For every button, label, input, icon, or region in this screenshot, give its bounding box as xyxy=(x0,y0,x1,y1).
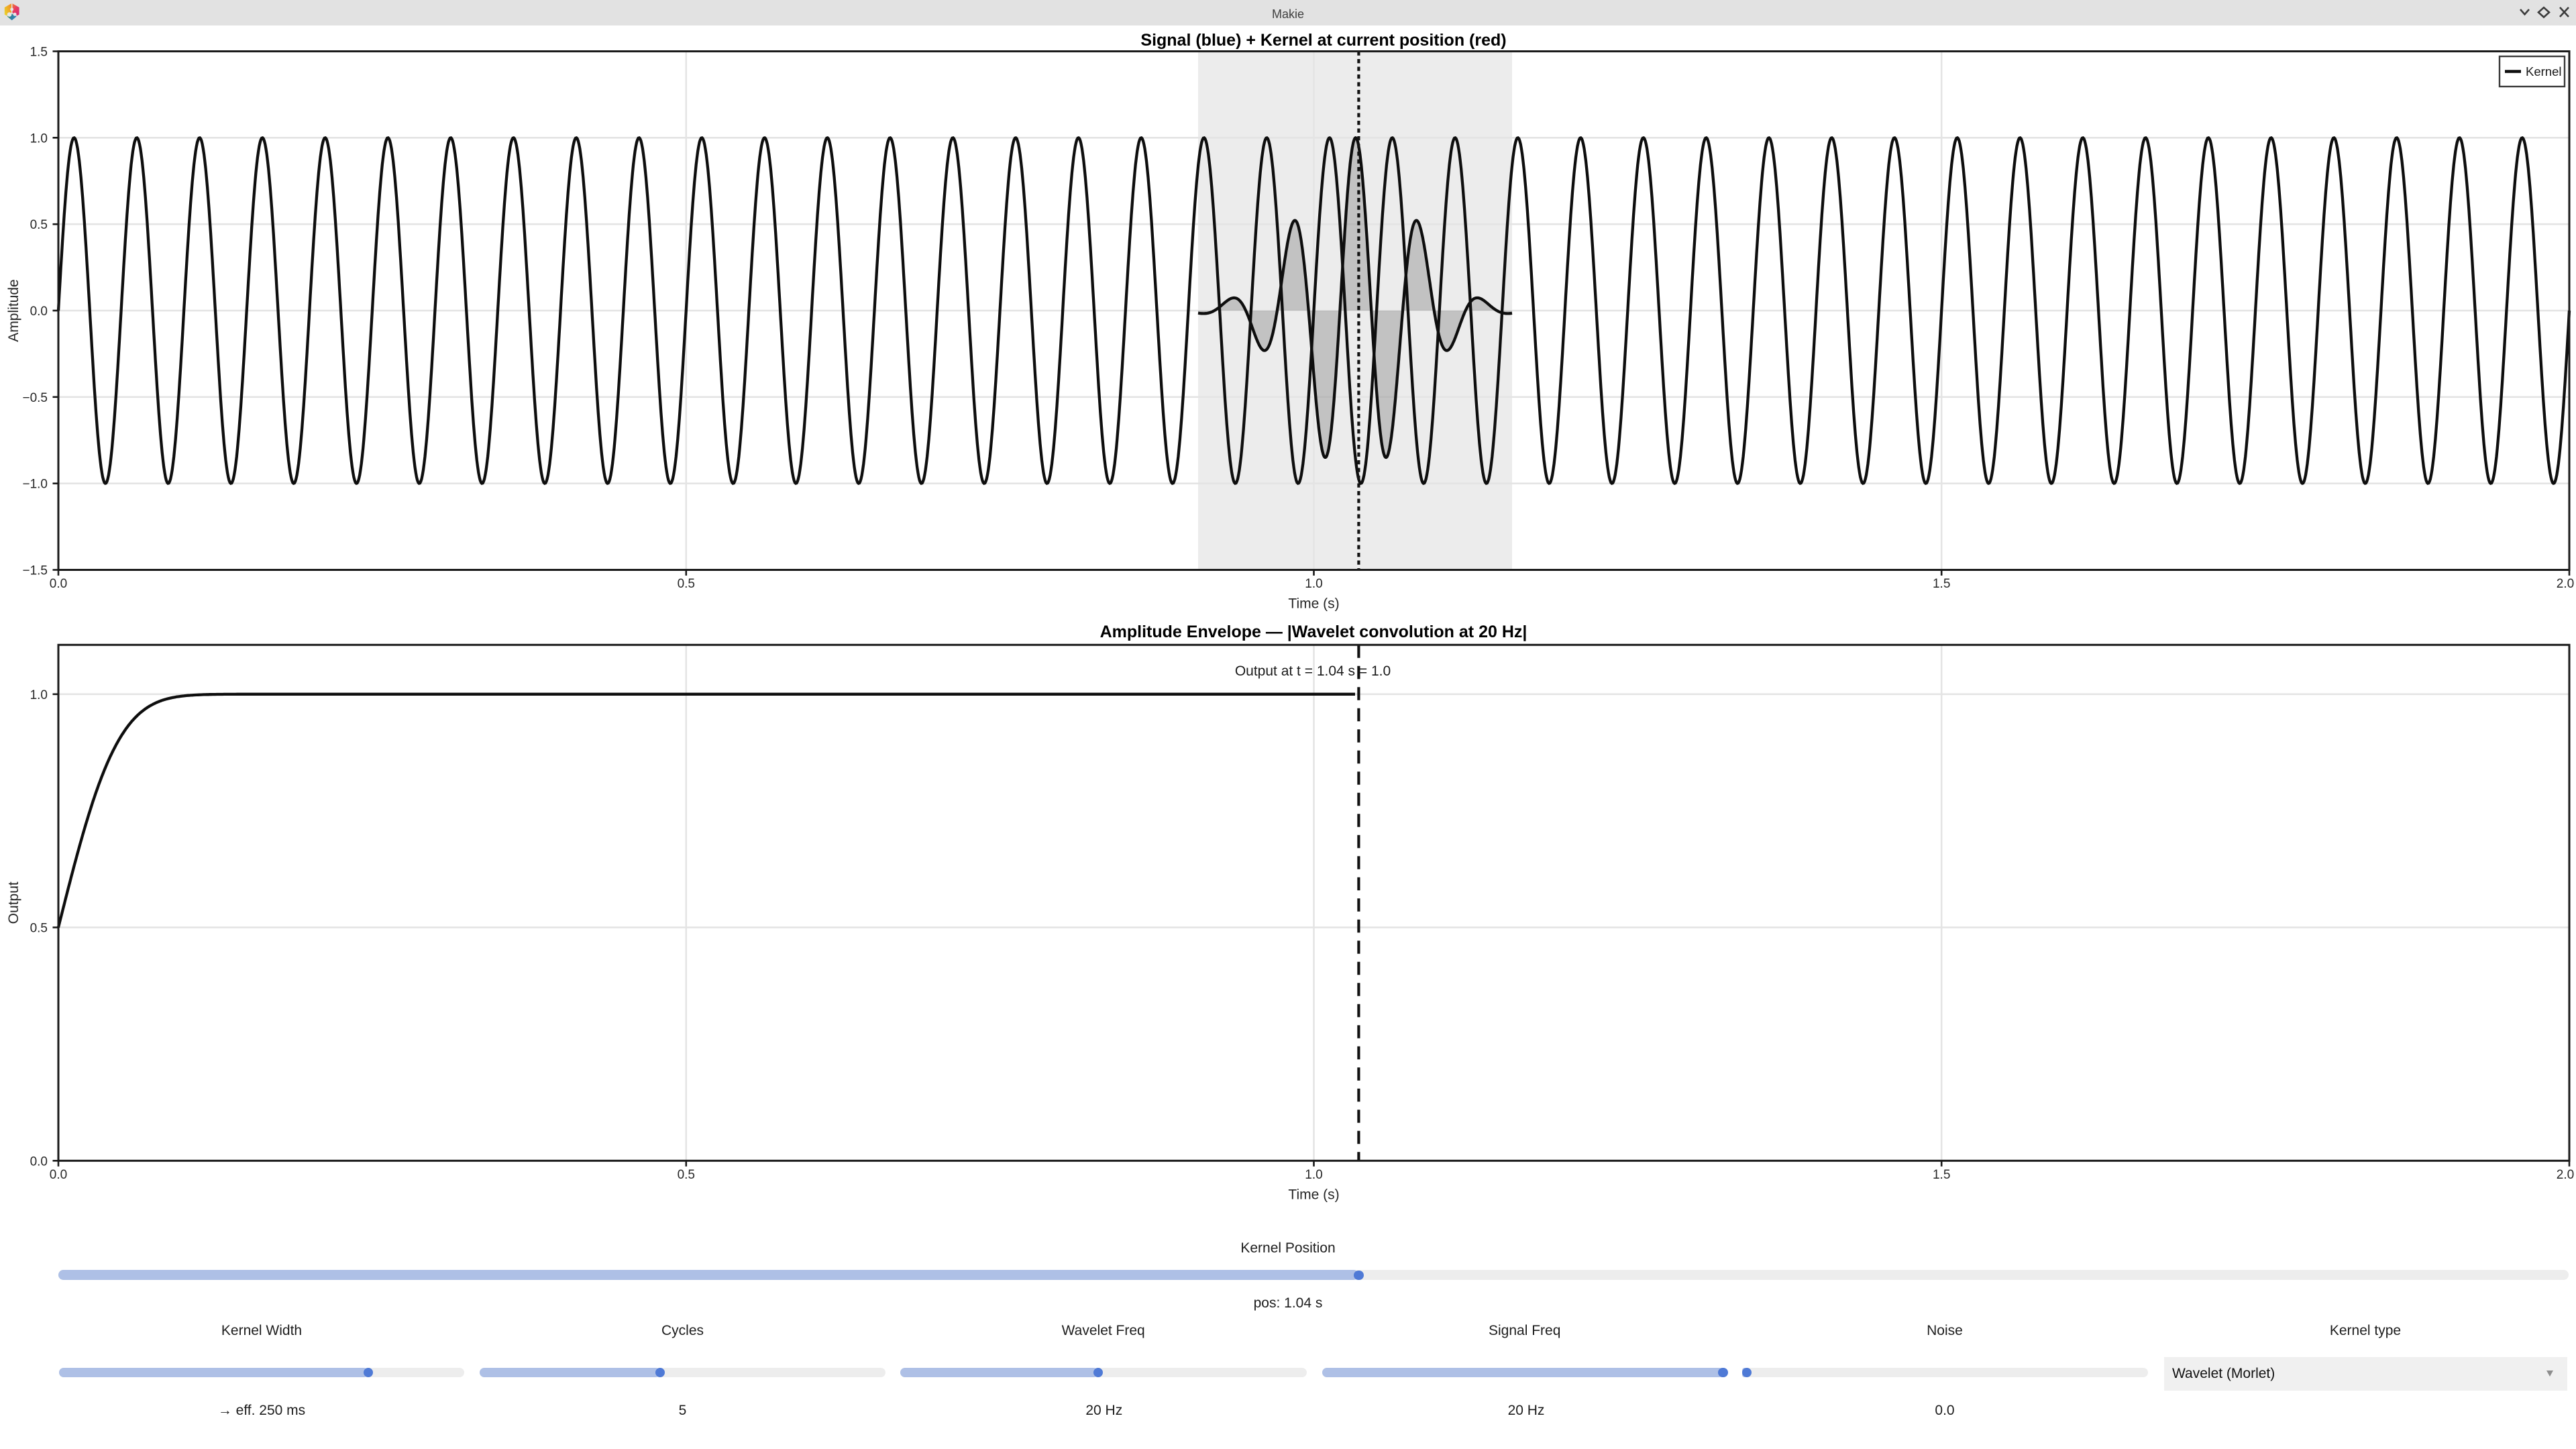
svg-text:Amplitude Envelope — |Wavelet: Amplitude Envelope — |Wavelet convolutio… xyxy=(1100,623,1527,641)
svg-text:Kernel: Kernel xyxy=(2526,64,2561,78)
svg-text:2.0: 2.0 xyxy=(2557,1168,2574,1182)
svg-text:1.0: 1.0 xyxy=(30,131,48,146)
svg-text:−1.0: −1.0 xyxy=(22,478,48,492)
svg-text:−0.5: −0.5 xyxy=(22,391,48,405)
svg-text:Time (s): Time (s) xyxy=(1288,1187,1339,1202)
svg-text:2.0: 2.0 xyxy=(2557,577,2574,591)
svg-text:Output: Output xyxy=(6,881,21,924)
svg-text:1.0: 1.0 xyxy=(30,688,48,702)
svg-text:0.5: 0.5 xyxy=(30,218,48,232)
svg-text:1.5: 1.5 xyxy=(1933,1168,1950,1182)
svg-text:Time (s): Time (s) xyxy=(1288,596,1339,612)
svg-text:Amplitude: Amplitude xyxy=(6,279,21,341)
svg-text:0.5: 0.5 xyxy=(30,922,48,936)
svg-text:−1.5: −1.5 xyxy=(22,564,48,578)
svg-text:0.5: 0.5 xyxy=(678,1168,695,1182)
svg-text:0.5: 0.5 xyxy=(678,577,695,591)
svg-text:1.0: 1.0 xyxy=(1305,1168,1322,1182)
svg-text:0.0: 0.0 xyxy=(30,1155,48,1169)
svg-text:0.0: 0.0 xyxy=(30,305,48,319)
svg-text:0.0: 0.0 xyxy=(50,1168,67,1182)
svg-text:0.0: 0.0 xyxy=(50,577,67,591)
svg-text:Signal (blue) + Kernel at curr: Signal (blue) + Kernel at current positi… xyxy=(1140,31,1506,50)
svg-text:1.0: 1.0 xyxy=(1305,577,1322,591)
svg-text:1.5: 1.5 xyxy=(1933,577,1950,591)
svg-text:1.5: 1.5 xyxy=(30,46,48,60)
svg-text:Output at t = 1.04 s = 1.0: Output at t = 1.04 s = 1.0 xyxy=(1235,663,1391,679)
